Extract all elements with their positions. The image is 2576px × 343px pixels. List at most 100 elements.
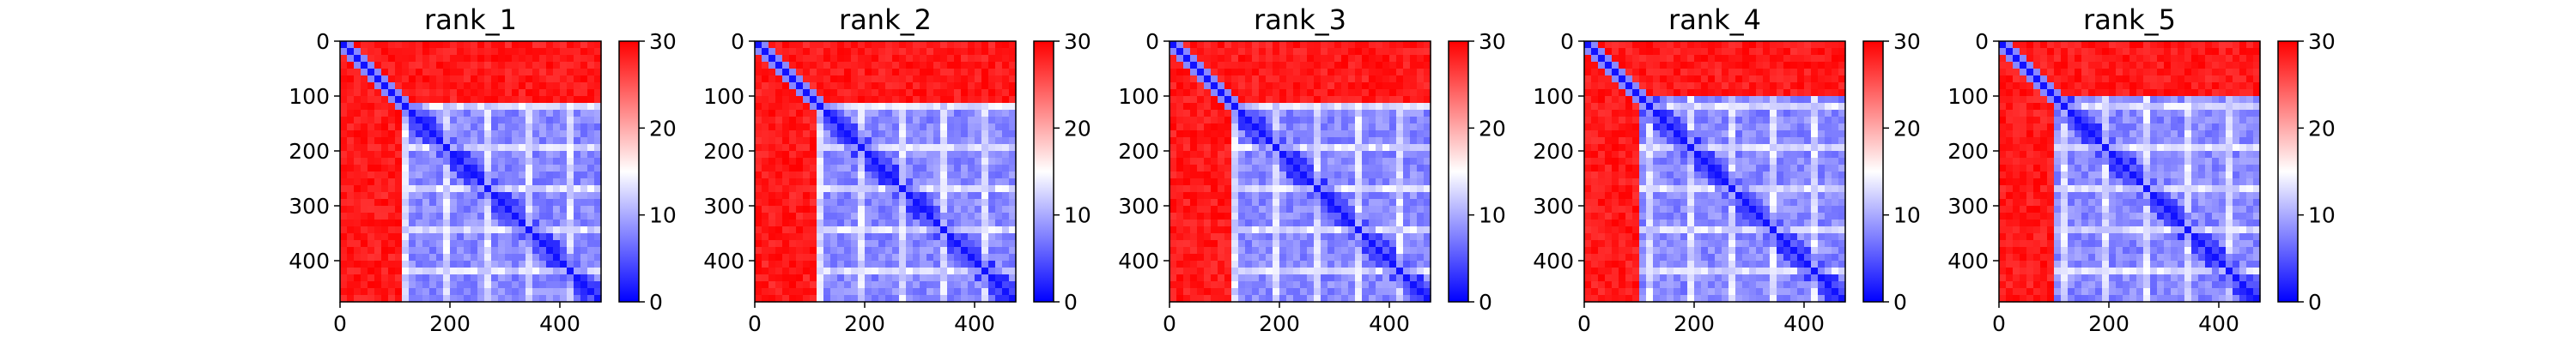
heatmap-cell <box>954 254 962 262</box>
heatmap-cell <box>340 130 348 138</box>
heatmap-cell <box>416 226 423 234</box>
heatmap-cell <box>457 178 465 186</box>
heatmap-cell <box>851 213 859 220</box>
heatmap-cell <box>395 172 403 179</box>
heatmap-cell <box>1293 130 1301 138</box>
heatmap-cell <box>484 172 492 179</box>
heatmap-cell <box>1218 117 1225 124</box>
heatmap-cell <box>947 48 955 56</box>
heatmap-cell <box>436 268 444 275</box>
heatmap-cell <box>1348 268 1356 275</box>
heatmap-cell <box>519 274 526 282</box>
heatmap-cell <box>443 123 451 131</box>
heatmap-cell <box>1224 55 1232 63</box>
heatmap-cell <box>878 220 886 227</box>
heatmap-cell <box>1327 96 1335 104</box>
heatmap-cell <box>347 110 355 117</box>
heatmap-cell <box>837 41 845 49</box>
heatmap-cell <box>1190 206 1198 214</box>
heatmap-cell <box>422 144 430 152</box>
heatmap-cell <box>1612 75 1619 83</box>
heatmap-cell <box>1279 75 1287 83</box>
heatmap-cell <box>498 75 506 83</box>
heatmap-cell <box>858 206 866 214</box>
heatmap-cell <box>775 130 783 138</box>
heatmap-cell <box>567 137 574 145</box>
heatmap-cell <box>762 233 769 241</box>
heatmap-cell <box>464 274 471 282</box>
heatmap-cell <box>775 178 783 186</box>
heatmap-cell <box>402 89 410 97</box>
heatmap-cell <box>1376 69 1383 76</box>
heatmap-cell <box>443 213 451 220</box>
heatmap-cell <box>961 172 969 179</box>
heatmap-cell <box>354 96 361 104</box>
heatmap-cell <box>1238 254 1246 262</box>
heatmap-cell <box>374 96 382 104</box>
heatmap-cell <box>1591 103 1599 111</box>
heatmap-cell <box>450 254 458 262</box>
heatmap-cell <box>1218 213 1225 220</box>
heatmap-cell <box>789 240 797 248</box>
heatmap-cell <box>927 268 934 275</box>
heatmap-cell <box>471 137 478 145</box>
heatmap-cell <box>1293 62 1301 69</box>
heatmap-cell <box>1259 89 1267 97</box>
heatmap-cell <box>416 240 423 248</box>
heatmap-cell <box>388 185 396 193</box>
heatmap-cell <box>1259 41 1267 49</box>
heatmap-cell <box>1348 96 1356 104</box>
heatmap-cell <box>381 151 389 159</box>
heatmap-cell <box>844 123 852 131</box>
heatmap-cell <box>1009 41 1017 49</box>
heatmap-cell <box>546 165 554 172</box>
heatmap-cell <box>1804 82 1812 90</box>
heatmap-cell <box>823 295 831 303</box>
heatmap-cell <box>347 206 355 214</box>
heatmap-cell <box>830 178 838 186</box>
heatmap-cell <box>1314 151 1321 159</box>
heatmap-cell <box>981 199 989 207</box>
heatmap-cell <box>416 75 423 83</box>
heatmap-cell <box>491 96 499 104</box>
heatmap-cell <box>340 41 348 49</box>
heatmap-cell <box>477 69 485 76</box>
heatmap-cell <box>1369 206 1376 214</box>
heatmap-cell <box>796 213 804 220</box>
heatmap-cell <box>1341 165 1349 172</box>
heatmap-cell <box>1348 274 1356 282</box>
heatmap-cell <box>940 151 948 159</box>
heatmap-cell <box>975 103 982 111</box>
heatmap-cell <box>1245 172 1253 179</box>
heatmap-cell <box>381 295 389 303</box>
heatmap-cell <box>810 89 817 97</box>
heatmap-cell <box>354 247 361 255</box>
heatmap-cell <box>762 103 769 111</box>
heatmap-cell <box>762 220 769 227</box>
heatmap-cell <box>803 89 811 97</box>
heatmap-cell <box>885 261 893 268</box>
heatmap-cell <box>567 206 574 214</box>
heatmap-cell <box>995 240 1003 248</box>
heatmap-cell <box>512 213 519 220</box>
heatmap-cell <box>1321 96 1328 104</box>
heatmap-cell <box>436 233 444 241</box>
heatmap-cell <box>1715 130 1722 138</box>
heatmap-cell <box>1321 199 1328 207</box>
heatmap-cell <box>409 158 416 165</box>
heatmap-cell <box>1749 123 1757 131</box>
heatmap-cell <box>1266 295 1273 303</box>
heatmap-cell <box>1286 82 1294 90</box>
heatmap-cell <box>539 41 547 49</box>
heatmap-cell <box>464 268 471 275</box>
heatmap-cell <box>1293 117 1301 124</box>
heatmap-cell <box>927 220 934 227</box>
heatmap-cell <box>409 62 416 69</box>
heatmap-cell <box>1811 75 1819 83</box>
heatmap-cell <box>851 295 859 303</box>
heatmap-cell <box>1266 123 1273 131</box>
heatmap-cell <box>1197 75 1205 83</box>
heatmap-cell <box>1334 96 1342 104</box>
heatmap-cell <box>947 268 955 275</box>
heatmap-cell <box>1403 130 1411 138</box>
